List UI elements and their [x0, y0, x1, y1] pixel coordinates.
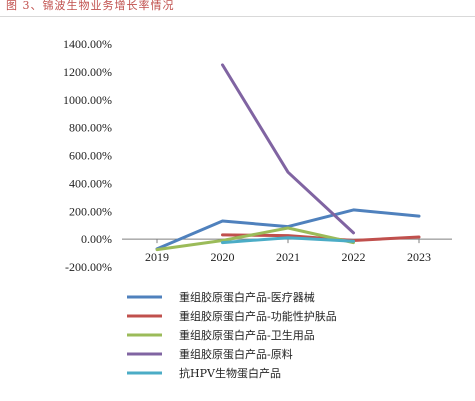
y-tick-label: 400.00%: [69, 176, 112, 190]
x-tick-label: 2023: [407, 250, 431, 264]
y-tick-label: 800.00%: [69, 121, 112, 135]
series-line-5: [221, 236, 355, 245]
y-tick-label: 600.00%: [69, 149, 112, 163]
legend-label-2: 重组胶原蛋白产品-功能性护肤品: [179, 309, 337, 323]
y-tick-label: 1000.00%: [63, 93, 112, 107]
series-lines: [155, 63, 421, 252]
legend-label-1: 重组胶原蛋白产品-医疗器械: [179, 290, 315, 304]
y-tick-label: -200.00%: [65, 260, 112, 274]
title-divider: [0, 16, 475, 17]
x-tick-label: 2021: [276, 250, 300, 264]
legend: 重组胶原蛋白产品-医疗器械重组胶原蛋白产品-功能性护肤品重组胶原蛋白产品-卫生用…: [127, 290, 337, 380]
figure-title: 图 3、锦波生物业务增长率情况: [6, 0, 175, 12]
legend-label-5: 抗HPV生物蛋白产品: [179, 366, 281, 380]
legend-label-3: 重组胶原蛋白产品-卫生用品: [179, 328, 315, 342]
y-axis: 1400.00% 1200.00% 1000.00% 800.00% 600.00% 40…: [63, 37, 112, 274]
y-tick-label: 1400.00%: [63, 37, 112, 51]
y-tick-label: 1200.00%: [63, 65, 112, 79]
x-tick-label: 2020: [211, 250, 235, 264]
legend-label-4: 重组胶原蛋白产品-原料: [179, 347, 293, 361]
series-line-3: [155, 226, 355, 252]
x-tick-label: 2019: [145, 250, 169, 264]
x-tick-label: 2022: [342, 250, 366, 264]
y-tick-label: 200.00%: [69, 204, 112, 218]
y-tick-label: 0.00%: [81, 232, 112, 246]
series-line-4: [221, 63, 355, 235]
